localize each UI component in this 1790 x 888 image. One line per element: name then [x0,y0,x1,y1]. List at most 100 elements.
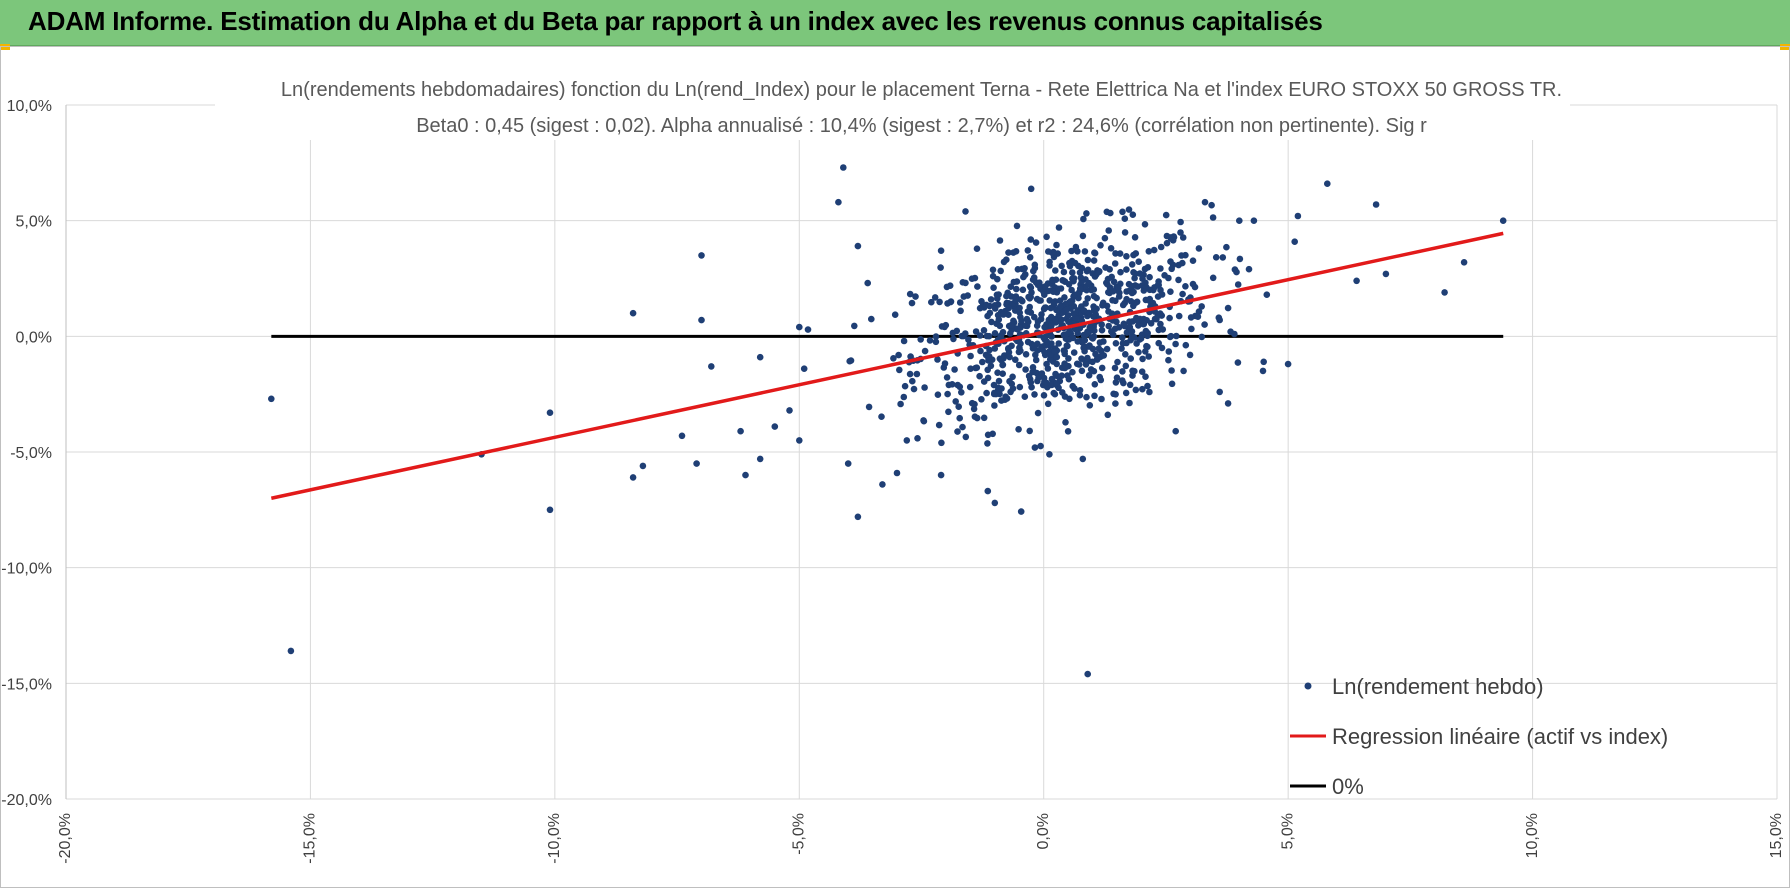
data-point [796,437,803,444]
data-point [966,383,974,391]
data-point [1187,314,1195,321]
data-point [996,322,1004,330]
data-point [1049,276,1056,284]
data-point [1081,337,1089,344]
data-point [995,316,1003,323]
data-point [1186,351,1194,359]
data-point [921,347,929,355]
data-point [1093,305,1100,313]
data-point [1212,253,1220,261]
data-point [1068,247,1075,255]
data-point [1236,217,1243,224]
data-point [742,471,749,479]
data-point [1135,258,1142,266]
data-point [977,347,984,355]
data-point [1144,382,1151,390]
data-point [1081,248,1089,255]
data-point [1372,201,1380,208]
data-point [1016,383,1024,391]
data-point [1053,360,1060,368]
data-point [1087,366,1095,373]
data-point [1109,288,1117,295]
data-point [629,474,637,481]
data-point [1201,321,1208,328]
data-point [1089,345,1097,353]
data-point [967,352,974,360]
data-point [1048,333,1055,340]
data-point [1085,280,1092,288]
data-point [1101,234,1109,242]
data-point [968,275,976,283]
data-point [1127,298,1135,305]
data-point [893,469,901,477]
data-point [1026,283,1034,290]
data-point [970,405,978,413]
data-point [1071,259,1079,267]
data-point [1067,298,1074,305]
data-point [1231,330,1238,338]
banner-corner-left [0,44,10,50]
data-point [934,356,941,363]
data-point [1259,367,1267,375]
data-point [1159,326,1167,333]
data-point [1133,340,1140,347]
data-point [1224,400,1232,407]
data-point [1058,262,1065,270]
data-point [1156,310,1164,317]
data-point [1043,379,1050,387]
data-point [1132,270,1139,278]
x-tick-label: 5,0% [1279,813,1296,849]
data-point [1007,283,1015,291]
data-point [1022,322,1029,330]
data-point [1012,356,1019,364]
data-point [1065,355,1072,362]
data-point [1055,340,1062,347]
data-point [1047,304,1055,312]
data-point [962,330,969,337]
data-point [1046,451,1053,458]
data-point [968,399,976,407]
data-point [287,647,295,655]
data-point [897,400,904,408]
data-point [1048,322,1055,329]
data-point [990,284,997,292]
data-point [1127,355,1134,362]
data-point [698,252,705,259]
data-point [1041,304,1049,312]
data-point [1180,367,1187,375]
data-point [1074,338,1081,345]
data-point [1063,342,1071,350]
data-point [895,351,902,359]
data-point [1224,304,1232,312]
data-point [1091,381,1099,388]
data-point [1139,275,1146,283]
data-point [1020,273,1027,281]
x-tick-label: 10,0% [1524,813,1541,858]
data-point [1085,372,1093,379]
data-point [1201,198,1209,206]
data-point [1284,360,1292,368]
data-point [639,462,647,470]
data-point [1005,249,1012,256]
data-point [1031,261,1039,269]
data-point [1042,283,1049,290]
data-point [1165,356,1172,364]
data-point [1167,258,1174,265]
data-point [1048,313,1055,321]
data-point [1027,236,1035,243]
x-tick-label: -20,0% [57,813,74,864]
data-point [932,338,940,346]
data-point [1041,291,1048,299]
data-point [1077,274,1085,282]
data-point [1177,229,1184,236]
data-point [926,337,934,344]
data-point [879,481,886,488]
data-point [1245,265,1253,273]
data-point [1119,208,1126,216]
data-point [1098,326,1106,334]
y-tick-label: 0,0% [16,329,52,346]
data-point [1126,381,1134,389]
data-point [1136,270,1144,277]
data-point [1146,388,1153,396]
data-point [804,326,812,333]
